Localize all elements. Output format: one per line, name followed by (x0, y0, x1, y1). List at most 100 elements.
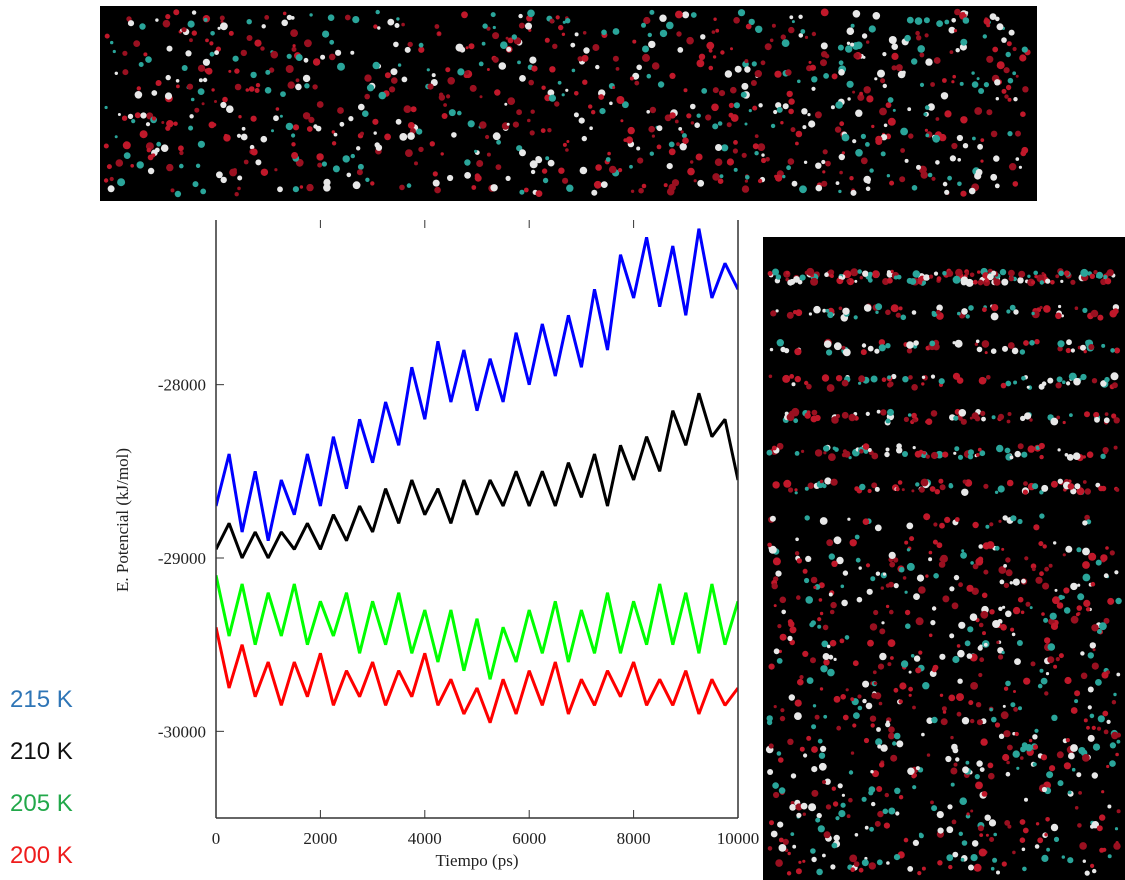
atom (958, 409, 967, 417)
atom (558, 24, 564, 31)
atom (969, 272, 975, 278)
atom (373, 131, 377, 135)
atom (832, 801, 839, 807)
atom (993, 832, 997, 837)
atom (885, 343, 891, 349)
atom (375, 9, 380, 15)
atom (1012, 578, 1020, 586)
atom (1022, 866, 1027, 872)
atom (165, 14, 171, 20)
atom (395, 118, 402, 125)
atom (960, 418, 967, 425)
atom (866, 588, 873, 595)
atom (813, 305, 821, 314)
atom (1077, 823, 1082, 828)
atom (698, 53, 706, 60)
atom (891, 373, 897, 380)
atom (954, 339, 963, 348)
atom (791, 382, 796, 387)
atom (151, 90, 158, 96)
atom (868, 786, 876, 793)
atom (957, 454, 964, 460)
atom (952, 747, 959, 754)
atom (506, 122, 510, 126)
atom (189, 114, 194, 119)
atom (507, 97, 516, 105)
atom (277, 186, 283, 193)
atom (931, 176, 936, 181)
atom (970, 561, 974, 565)
atom (927, 172, 933, 178)
atom (748, 109, 752, 113)
atom (486, 26, 491, 31)
atom (869, 623, 878, 631)
atom (786, 413, 795, 422)
atom (641, 183, 647, 189)
atom (1039, 280, 1045, 285)
atom (828, 592, 833, 597)
atom (405, 149, 413, 158)
atom (890, 656, 894, 660)
atom (1002, 345, 1008, 352)
atom (936, 20, 943, 27)
atom (130, 164, 134, 168)
atom (794, 348, 802, 356)
atom (209, 51, 215, 57)
atom (907, 413, 912, 417)
atom (138, 62, 144, 67)
atom (976, 760, 983, 767)
atom (465, 46, 469, 50)
atom (740, 91, 747, 98)
atom (790, 801, 795, 805)
atom (1033, 524, 1040, 531)
atom (1068, 372, 1077, 381)
atom (285, 65, 294, 73)
atom (1020, 415, 1026, 422)
atom (273, 115, 279, 122)
atom (782, 374, 791, 383)
atom (894, 787, 901, 794)
atom (1005, 51, 1011, 58)
atom (900, 314, 907, 321)
atom (1093, 411, 1100, 418)
atom (858, 381, 862, 385)
atom (638, 187, 644, 194)
atom (948, 483, 953, 487)
atom (636, 146, 641, 151)
atom (708, 48, 713, 53)
atom (884, 792, 889, 798)
atom (812, 704, 817, 708)
atom (840, 802, 846, 808)
atom (798, 14, 803, 19)
atom (953, 574, 960, 581)
atom (352, 181, 361, 190)
atom (322, 30, 330, 38)
atom (750, 80, 757, 86)
atom (504, 102, 508, 106)
atom (713, 17, 717, 21)
atom (786, 871, 792, 876)
atom (769, 515, 776, 522)
atom (1111, 382, 1118, 389)
atom (732, 148, 739, 154)
atom (930, 620, 936, 626)
atom (810, 848, 816, 854)
atom (768, 663, 775, 670)
atom (979, 450, 986, 457)
atom (166, 45, 173, 52)
atom (954, 446, 960, 452)
atom (981, 416, 986, 422)
atom (1099, 622, 1107, 631)
atom (903, 416, 910, 422)
atom (440, 152, 444, 156)
atom (966, 653, 973, 659)
atom (1078, 791, 1082, 795)
atom (393, 41, 399, 48)
legend-label: 210 K (10, 738, 73, 765)
atom (990, 866, 995, 871)
atom (823, 445, 830, 452)
atom (1066, 339, 1072, 346)
atom (986, 109, 993, 116)
atom (874, 524, 882, 532)
